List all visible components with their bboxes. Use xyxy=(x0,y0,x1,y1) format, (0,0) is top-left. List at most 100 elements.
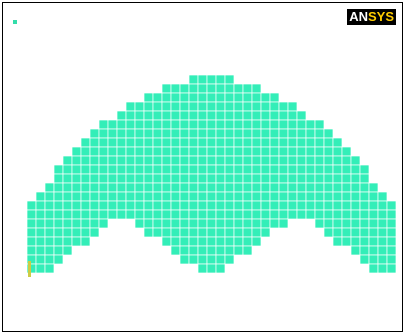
mesh-element xyxy=(215,101,226,112)
mesh-element xyxy=(98,182,109,193)
mesh-element xyxy=(143,200,154,211)
mesh-element xyxy=(323,191,334,202)
mesh-element xyxy=(53,164,64,175)
mesh-element xyxy=(53,245,64,256)
mesh-element xyxy=(188,209,199,220)
mesh-element xyxy=(314,146,325,157)
mesh-element xyxy=(134,218,145,229)
mesh-element xyxy=(215,74,226,85)
mesh-element xyxy=(116,164,127,175)
mesh-element xyxy=(197,146,208,157)
mesh-element xyxy=(341,155,352,166)
mesh-element xyxy=(224,92,235,103)
mesh-element xyxy=(269,128,280,139)
mesh-element xyxy=(188,245,199,256)
mesh-element xyxy=(179,254,190,265)
mesh-element xyxy=(269,218,280,229)
mesh-element xyxy=(341,200,352,211)
mesh-element xyxy=(80,218,91,229)
mesh-element xyxy=(89,137,100,148)
mesh-element xyxy=(134,164,145,175)
mesh-element xyxy=(215,245,226,256)
mesh-element xyxy=(368,236,379,247)
mesh-element xyxy=(287,182,298,193)
mesh-element xyxy=(278,155,289,166)
mesh-element xyxy=(197,191,208,202)
mesh-element xyxy=(278,137,289,148)
mesh-element xyxy=(278,173,289,184)
mesh-element xyxy=(233,209,244,220)
mesh-element xyxy=(170,83,181,94)
mesh-element xyxy=(44,218,55,229)
mesh-element xyxy=(251,191,262,202)
mesh-element xyxy=(161,182,172,193)
mesh-element xyxy=(251,128,262,139)
mesh-element xyxy=(35,227,46,238)
mesh-element xyxy=(179,137,190,148)
mesh-element xyxy=(89,128,100,139)
mesh-element xyxy=(260,200,271,211)
mesh-element xyxy=(98,218,109,229)
mesh-element xyxy=(44,263,55,274)
mesh-element xyxy=(197,173,208,184)
mesh-element xyxy=(296,182,307,193)
mesh-element xyxy=(224,74,235,85)
mesh-element xyxy=(188,119,199,130)
mesh-element xyxy=(233,245,244,256)
mesh-element xyxy=(26,245,37,256)
mesh-element xyxy=(125,173,136,184)
mesh-element xyxy=(152,164,163,175)
mesh-element xyxy=(134,209,145,220)
mesh-element xyxy=(224,245,235,256)
mesh-element xyxy=(269,137,280,148)
mesh-element xyxy=(287,191,298,202)
mesh-element xyxy=(269,191,280,202)
mesh-element xyxy=(179,209,190,220)
mesh-element xyxy=(206,254,217,265)
mesh-element xyxy=(188,128,199,139)
mesh-element xyxy=(224,209,235,220)
mesh-element xyxy=(170,227,181,238)
mesh-element xyxy=(188,227,199,238)
mesh-element xyxy=(260,155,271,166)
mesh-element xyxy=(305,182,316,193)
mesh-element xyxy=(233,227,244,238)
mesh-element xyxy=(341,164,352,175)
mesh-element xyxy=(170,173,181,184)
mesh-element xyxy=(323,128,334,139)
mesh-element xyxy=(341,236,352,247)
mesh-element xyxy=(53,173,64,184)
mesh-element xyxy=(197,236,208,247)
mesh-element xyxy=(296,128,307,139)
mesh-element xyxy=(98,155,109,166)
mesh-element xyxy=(359,200,370,211)
mesh-element xyxy=(233,218,244,229)
mesh-element xyxy=(224,83,235,94)
mesh-element xyxy=(107,164,118,175)
mesh-element xyxy=(269,110,280,121)
mesh-element xyxy=(71,155,82,166)
mesh-element xyxy=(161,110,172,121)
mesh-element xyxy=(188,101,199,112)
mesh-element xyxy=(125,146,136,157)
mesh-element xyxy=(107,182,118,193)
mesh-element xyxy=(314,155,325,166)
mesh-element xyxy=(242,191,253,202)
mesh-element xyxy=(224,164,235,175)
graphics-window[interactable]: AN SYS xyxy=(2,2,403,332)
mesh-element xyxy=(305,155,316,166)
mesh-element xyxy=(350,191,361,202)
mesh-element xyxy=(269,182,280,193)
mesh-element xyxy=(296,146,307,157)
mesh-element xyxy=(71,227,82,238)
mesh-element xyxy=(116,200,127,211)
mesh-element xyxy=(161,173,172,184)
mesh-element xyxy=(197,182,208,193)
mesh-element xyxy=(206,191,217,202)
mesh-element xyxy=(80,155,91,166)
mesh-element xyxy=(341,146,352,157)
mesh-element xyxy=(251,92,262,103)
mesh-element xyxy=(332,236,343,247)
mesh-element xyxy=(242,110,253,121)
mesh-element xyxy=(143,191,154,202)
